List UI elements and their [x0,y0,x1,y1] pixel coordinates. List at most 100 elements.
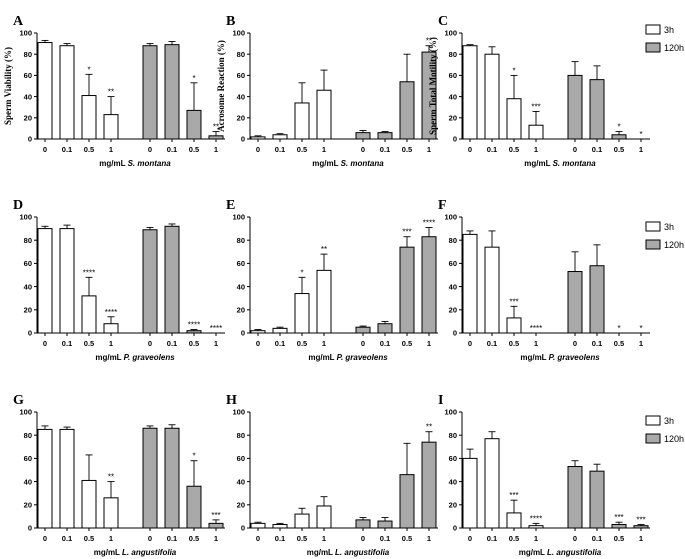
y-tick-label: 100 [232,213,245,222]
x-axis-title: mg/mL L. angustifolia [519,548,602,557]
x-tick-label: 0.5 [297,145,307,154]
y-tick-label: 100 [232,408,245,417]
y-tick-label: 80 [449,50,457,59]
y-tick-label: 20 [449,306,457,315]
panel-b: B Acrosome Reaction (%) 0 20 40 60 80 100 0 0.1 0.… [216,14,438,168]
significance-label: *** [614,513,623,522]
x-tick-label: 0.5 [509,339,519,348]
x-tick-label: 0 [148,534,152,543]
bar-a-3h-0 [37,42,53,140]
legend-3h-120h-bottom: 3h 120h [645,415,684,444]
x-tick-label: 0.5 [84,534,94,543]
significance-label: * [512,66,515,75]
y-tick-label: 60 [237,71,245,80]
x-tick-label: 0.1 [275,534,285,543]
legend-label-120h: 120h [664,240,684,250]
y-tick-label: 60 [237,259,245,268]
significance-label: ** [108,473,114,482]
bar-g-120h-0.1 [164,427,180,529]
x-axis-species: L. angustifolia [122,548,177,557]
bar-c-3h-0.5 [506,98,522,140]
y-tick-label: 0 [241,524,245,533]
y-tick-label: 100 [232,29,245,38]
significance-label: ** [426,37,432,46]
panel-letter-e: E [226,198,235,213]
x-tick-label: 0.5 [297,534,307,543]
significance-label: **** [530,514,542,523]
bar-e-3h-0.1 [272,327,288,334]
y-tick-label: 20 [24,501,32,510]
y-axis-title: Acrosome Reaction (%) [216,40,226,132]
legend-3h-120h-top: 3h 120h [645,24,684,53]
panel-letter-f: F [438,198,447,213]
panel-letter-i: I [438,393,443,408]
bar-e-120h-0.1 [377,323,393,334]
x-tick-label: 0.1 [487,339,497,348]
x-tick-label: 0 [256,534,260,543]
bar-e-120h-0.5 [399,246,415,334]
bar-c-3h-0.1 [484,53,500,140]
x-tick-label: 1 [109,339,113,348]
bar-d-120h-0.5 [186,330,202,334]
x-axis-title: mg/mL P. graveolens [308,353,388,362]
bar-a-120h-0.5 [186,109,202,140]
panel-g: G 0 20 40 60 80 100 0 0.1 0.5 ** 1 0 0.1 * 0.5 *** 1 mg/mL… [13,393,225,557]
bar-f-3h-0 [462,233,478,334]
x-tick-label: 0 [43,145,47,154]
y-tick-label: 20 [24,306,32,315]
legend-swatch-3h [645,415,661,426]
significance-label: * [617,123,620,132]
y-tick-label: 0 [28,524,32,533]
x-axis-unit: mg/mL [94,548,122,557]
bar-g-3h-0.5 [81,479,97,529]
bar-a-3h-0.1 [59,45,75,140]
y-tick-label: 20 [237,306,245,315]
x-axis-species: P. graveolens [124,353,176,362]
x-axis-title: mg/mL L. angustifolia [307,548,390,557]
bar-d-120h-0.1 [164,225,180,334]
bar-a-120h-0.1 [164,44,180,140]
significance-label: *** [531,102,540,111]
x-tick-label: 0.5 [614,534,624,543]
x-tick-label: 0 [256,145,260,154]
bar-f-120h-0 [567,271,583,334]
y-tick-label: 100 [444,29,457,38]
x-tick-label: 0.5 [297,339,307,348]
x-tick-label: 0 [256,339,260,348]
x-tick-label: 1 [322,534,326,543]
y-tick-label: 0 [28,329,32,338]
legend-label-3h: 3h [664,25,674,35]
bar-d-120h-0 [142,229,158,334]
x-axis-species: P. graveolens [549,353,601,362]
y-tick-label: 20 [237,114,245,123]
bar-b-3h-0.1 [272,134,288,140]
x-tick-label: 0.1 [487,534,497,543]
x-axis-unit: mg/mL [99,159,127,168]
bar-g-3h-0.1 [59,428,75,529]
bar-b-3h-0.5 [294,102,310,140]
bar-i-3h-0.1 [484,438,500,529]
x-axis-species: S. montana [341,159,385,168]
y-tick-label: 100 [444,408,457,417]
y-axis-title: Sperm Viability (%) [3,47,13,125]
significance-label: **** [188,321,200,330]
x-tick-label: 1 [639,339,643,348]
bar-b-3h-1 [316,89,332,140]
bar-g-120h-0 [142,427,158,529]
significance-label: * [300,268,303,277]
x-tick-label: 1 [214,339,218,348]
x-tick-label: 0 [573,339,577,348]
x-axis-unit: mg/mL [308,353,336,362]
bar-e-120h-1 [421,236,437,334]
bar-f-120h-0.1 [589,265,605,334]
legend-label-120h: 120h [664,434,684,444]
bar-d-3h-0 [37,228,53,334]
bar-g-120h-1 [208,522,224,529]
x-axis-species: L. angustifolia [547,548,602,557]
y-tick-label: 40 [449,477,457,486]
x-axis-title: mg/mL L. angustifolia [94,548,177,557]
y-tick-label: 60 [449,259,457,268]
x-tick-label: 1 [427,534,431,543]
bar-a-120h-0 [142,45,158,140]
